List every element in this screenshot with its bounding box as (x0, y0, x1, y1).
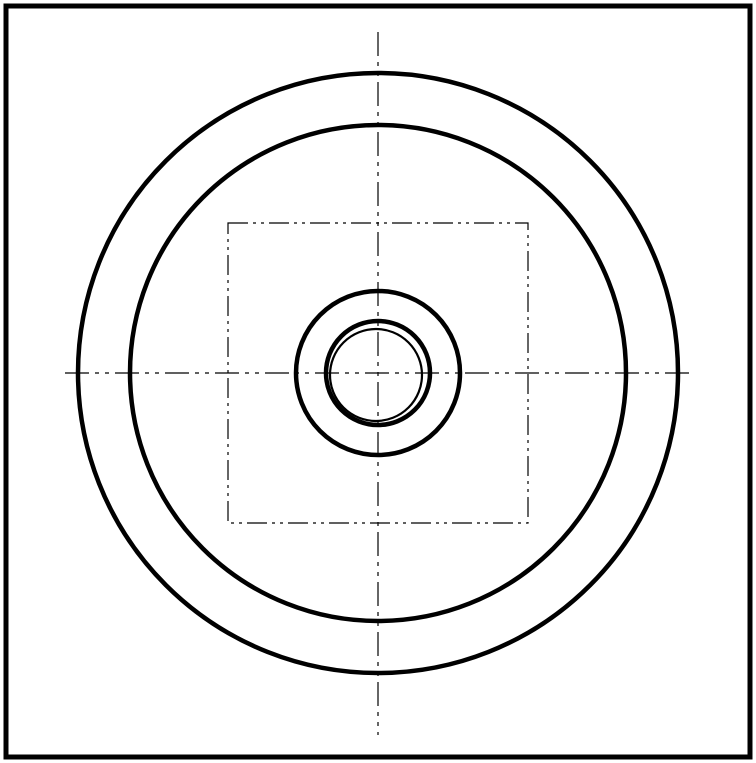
inner-ring-inner-2 (330, 329, 422, 421)
centerlines (65, 32, 691, 735)
engineering-diagram (0, 0, 756, 763)
